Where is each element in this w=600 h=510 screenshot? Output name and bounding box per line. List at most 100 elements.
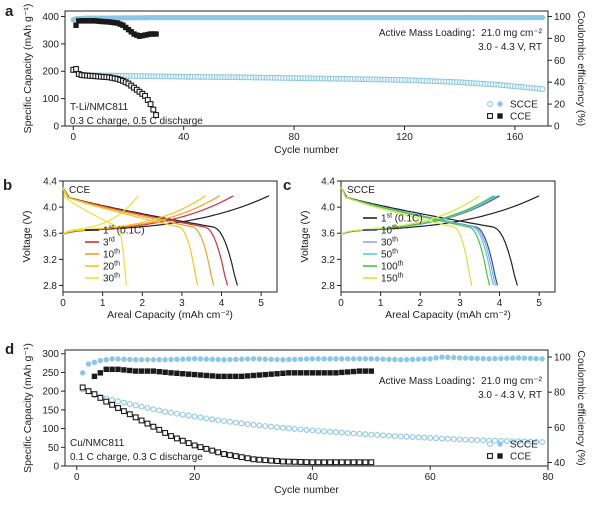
data-point-scce-capacity <box>315 427 322 434</box>
legend-label: 3rd <box>103 237 115 249</box>
data-point-cce-capacity <box>109 401 116 408</box>
d-y-tick-label: 150 <box>42 405 59 416</box>
data-point-scce-capacity <box>291 425 298 432</box>
data-point-scce-efficiency <box>191 356 198 362</box>
panel-letter-b: b <box>3 177 12 194</box>
c-x-tick-label: 3 <box>457 298 463 309</box>
d-y2-tick-label: 60 <box>554 423 566 434</box>
data-point-cce-efficiency <box>350 368 357 375</box>
data-point-cce-capacity <box>238 454 245 461</box>
panel-title: CCE <box>69 185 90 196</box>
b-y-tick-label: 3.6 <box>43 229 57 240</box>
data-point-cce-capacity <box>191 442 198 449</box>
data-point-cce-capacity <box>344 459 351 466</box>
data-point-scce-efficiency <box>427 356 433 362</box>
data-point-cce-efficiency <box>127 367 133 374</box>
data-point-cce-capacity <box>126 411 133 418</box>
d-y-tick-label: 250 <box>42 368 59 379</box>
data-point-scce-efficiency <box>415 356 422 362</box>
data-point-cce-efficiency <box>356 368 363 374</box>
data-point-scce-efficiency <box>403 356 410 363</box>
b-x-tick-label: 4 <box>219 298 225 309</box>
data-point-cce-capacity <box>244 455 251 462</box>
panel-letter-c: c <box>283 177 291 194</box>
data-point-scce-efficiency <box>309 356 316 362</box>
legend-label: 1st (0.1C) <box>381 213 423 225</box>
data-point-cce-capacity <box>115 405 121 411</box>
data-point-cce-efficiency <box>91 373 98 380</box>
discharge-curve <box>62 187 229 286</box>
b-x-tick-label: 0 <box>60 298 66 309</box>
legend-label: 10th <box>103 249 120 261</box>
data-point-cce-capacity <box>315 459 322 466</box>
data-point-scce-efficiency <box>539 14 546 21</box>
data-point-scce-efficiency <box>256 356 263 362</box>
data-point-scce-efficiency <box>144 356 151 363</box>
data-point-scce-efficiency <box>398 356 404 363</box>
data-point-cce-capacity <box>338 459 345 466</box>
data-point-cce-capacity <box>168 433 174 440</box>
data-point-scce-efficiency <box>85 361 92 367</box>
data-point-scce-efficiency <box>197 356 204 362</box>
data-point-scce-efficiency <box>456 355 463 361</box>
data-point-scce-efficiency <box>321 356 327 362</box>
data-point-scce-capacity <box>350 430 357 437</box>
x-axis-label: Cycle number <box>274 144 339 156</box>
data-point-scce-capacity <box>209 416 216 423</box>
data-point-scce-efficiency <box>433 355 439 361</box>
a-x-tick-label: 80 <box>289 132 301 143</box>
c-x-tick-label: 5 <box>536 298 542 309</box>
data-point-scce-efficiency <box>374 356 380 362</box>
data-point-scce-capacity <box>144 404 151 411</box>
legend-label: 10th <box>381 225 398 237</box>
data-point-scce-capacity <box>268 423 275 430</box>
data-point-scce-efficiency <box>150 356 157 363</box>
data-point-scce-efficiency <box>274 356 280 363</box>
data-point-scce-efficiency <box>286 356 292 363</box>
data-point-cce-efficiency <box>274 371 280 377</box>
a-x-tick-label: 40 <box>178 132 190 143</box>
data-point-scce-capacity <box>462 436 469 443</box>
data-point-cce-capacity <box>173 435 180 442</box>
data-point-cce-efficiency <box>280 370 286 376</box>
data-point-scce-capacity <box>391 433 398 440</box>
data-point-scce-efficiency <box>333 356 339 362</box>
x-axis-label: Areal Capacity (mAh cm⁻²) <box>107 309 233 321</box>
data-point-scce-efficiency <box>327 356 333 362</box>
data-point-scce-efficiency <box>386 356 392 363</box>
legend-label: CCE <box>510 112 531 123</box>
data-point-cce-efficiency <box>256 372 263 378</box>
data-point-scce-efficiency <box>539 356 545 362</box>
data-point-cce-capacity <box>368 459 375 466</box>
data-point-scce-capacity <box>309 427 316 434</box>
data-point-cce-capacity <box>262 457 269 464</box>
data-point-cce-efficiency <box>103 366 109 373</box>
discharge-curve <box>62 187 215 286</box>
d-y2-tick-label: 40 <box>554 458 566 469</box>
data-point-scce-efficiency <box>97 357 104 364</box>
data-point-cce-efficiency <box>215 373 221 380</box>
d-x-tick-label: 20 <box>189 472 201 483</box>
data-point-cce-capacity <box>321 459 328 466</box>
data-point-cce-efficiency <box>333 370 339 376</box>
data-point-cce-capacity <box>144 420 151 427</box>
cell-description-line: 0.1 C charge, 0.3 C discharge <box>70 452 203 463</box>
data-point-cce-capacity <box>215 449 222 456</box>
data-point-cce-capacity <box>185 440 192 447</box>
a-x-tick-label: 0 <box>70 132 76 143</box>
data-point-cce-efficiency <box>368 368 374 374</box>
data-point-scce-efficiency <box>262 356 268 362</box>
data-point-scce-capacity <box>450 436 457 443</box>
legend-label: SCCE <box>510 440 538 451</box>
plot-frame <box>340 180 556 293</box>
data-point-cce-efficiency <box>286 370 292 376</box>
data-point-scce-efficiency <box>486 356 492 362</box>
cell-description-line: Cu/NMC811 <box>70 438 125 449</box>
a-x-tick-label: 120 <box>396 132 413 143</box>
data-point-scce-capacity <box>515 438 522 445</box>
data-point-cce-efficiency <box>191 371 198 378</box>
data-point-cce-efficiency <box>180 371 186 377</box>
data-point-cce-efficiency <box>244 373 251 379</box>
a-y-tick-label: 100 <box>42 94 59 105</box>
panel-letter-d: d <box>5 341 14 358</box>
